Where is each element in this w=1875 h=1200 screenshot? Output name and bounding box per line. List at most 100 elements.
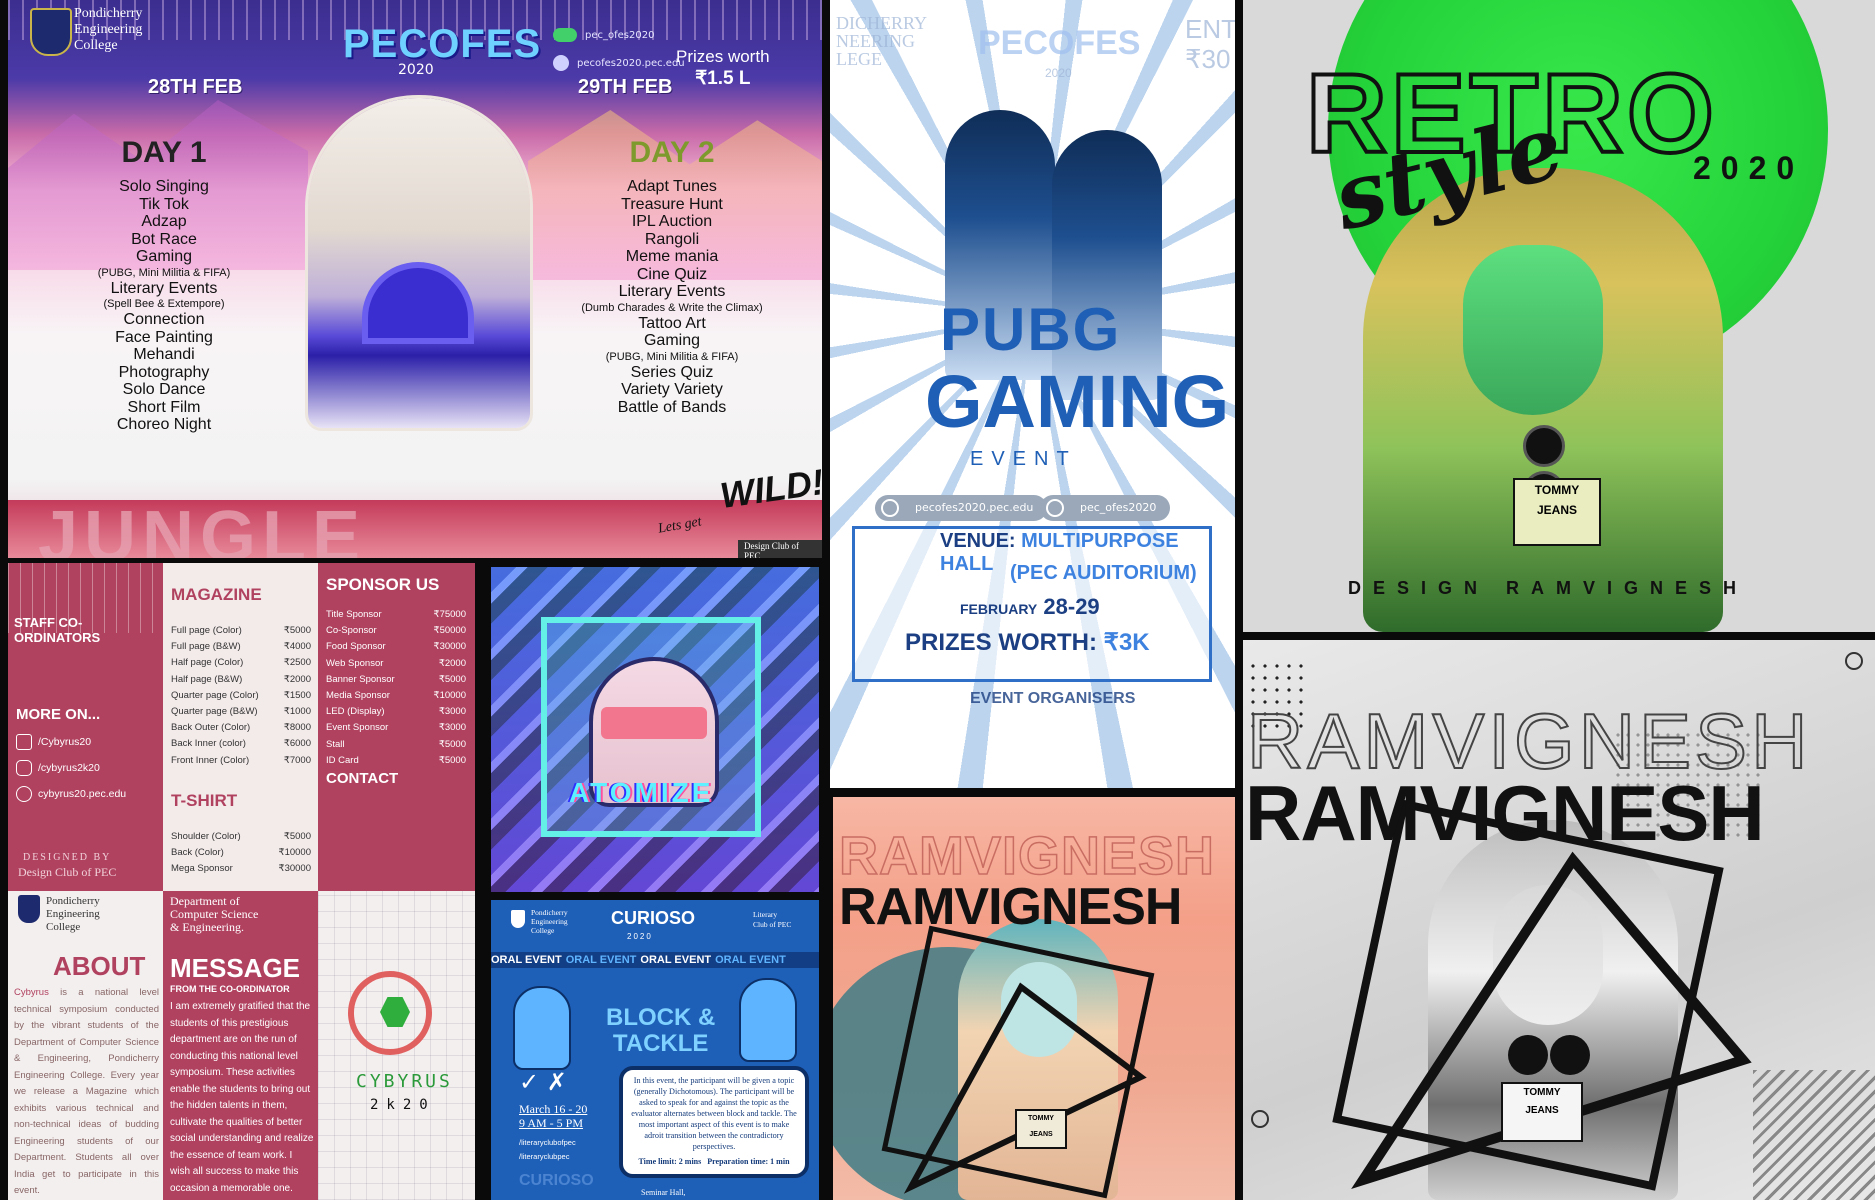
name-solid: RAMVIGNESH [1245, 768, 1764, 859]
message-heading: MESSAGE [170, 953, 300, 984]
tshirt-price-list: Shoulder (Color) ₹5000 Back (Color) ₹10000 M… [171, 829, 311, 878]
price-row: Back Inner (color) ₹6000 [171, 736, 311, 752]
event: Battle of Bands [552, 399, 792, 417]
price-item: Back Outer (Color) [171, 720, 250, 736]
price-item: Banner Sponsor [326, 672, 395, 688]
atomize-title: ATOMIZE [569, 777, 713, 809]
price-row: Banner Sponsor ₹5000 [326, 672, 466, 688]
price-row: ID Card ₹5000 [326, 753, 466, 769]
price-row: Media Sponsor ₹10000 [326, 688, 466, 704]
about-body: Cybyrus is a national level technical sy… [14, 985, 159, 1200]
event-date: March 16 - 20 9 AM - 5 PM [519, 1102, 587, 1130]
center-illustration [308, 98, 530, 428]
circle-shape [1251, 1110, 1269, 1128]
price-item: Back (Color) [171, 845, 224, 861]
price-item: Shoulder (Color) [171, 829, 241, 845]
club-handles: /literaryclubofpec/literaryclubpec [519, 1136, 576, 1164]
cybyrus-year: 2k20 [370, 1097, 436, 1113]
price-row: Front Inner (Color) ₹7000 [171, 753, 311, 769]
website-pill: pecofes2020.pec.edu [875, 495, 1047, 521]
price-value: ₹5000 [439, 672, 466, 688]
price-row: Food Sponsor ₹30000 [326, 639, 466, 655]
ghost-logo: CURIOSO [519, 1172, 594, 1190]
designed-by: DESIGNED BY Design Club of PEC [18, 851, 116, 881]
oral-event-banner: ORAL EVENT ORAL EVENT ORAL EVENT ORAL EVENT [491, 952, 819, 968]
event: Tik Tok [44, 196, 284, 214]
event: Bot Race [44, 231, 284, 249]
price-row: Shoulder (Color) ₹5000 [171, 829, 311, 845]
event: Solo Dance [44, 381, 284, 399]
headphones-icon [1508, 1035, 1592, 1079]
block-tackle-title: BLOCK & TACKLE [606, 1005, 715, 1057]
price-item: Event Sponsor [326, 720, 388, 736]
price-value: ₹5000 [284, 623, 311, 639]
event: Choreo Night [44, 416, 284, 434]
staff-coordinators-heading: STAFF CO-ORDINATORS [14, 615, 134, 645]
curioso-year: 2020 [627, 932, 653, 941]
figure-face [1463, 245, 1603, 415]
ghost-prize-text: ENT ₹30 [1185, 14, 1235, 74]
event: Tattoo Art [552, 315, 792, 333]
price-value: ₹75000 [434, 607, 466, 623]
event-description-bubble: In this event, the participant will be g… [619, 1066, 809, 1178]
ghost-college-text: DICHERRY NEERING LEGE [836, 14, 927, 68]
curioso-poster: Pondicherry Engineering College CURIOSO 20… [491, 900, 819, 1200]
price-row: Quarter page (B&W) ₹1000 [171, 704, 311, 720]
tommy-jeans-label: TOMMY JEANS [1513, 478, 1601, 546]
pubg-pecofes-logo: PECOFES [978, 24, 1140, 63]
globe-icon [16, 786, 32, 802]
jungle-word: JUNGLE [38, 496, 366, 558]
college-name: Pondicherry Engineering College [46, 895, 100, 934]
event: Series Quiz [552, 364, 792, 382]
venue-text: Seminar Hall, [641, 1188, 685, 1197]
pecofes-poster: Pondicherry Engineering College PECOFES … [8, 0, 822, 558]
event: Short Film [44, 399, 284, 417]
event: IPL Auction [552, 213, 792, 231]
price-row: Mega Sponsor ₹30000 [171, 861, 311, 877]
name-solid: RAMVIGNESH [839, 877, 1181, 937]
left-column: STAFF CO-ORDINATORS MORE ON... /Cybyrus2… [8, 563, 163, 891]
cybyrus-logo-icon [348, 971, 432, 1055]
venue-sub: (PEC AUDITORIUM) [1010, 562, 1197, 585]
magazine-price-list: Full page (Color) ₹5000 Full page (B&W) ₹40… [171, 623, 311, 769]
price-row: Title Sponsor ₹75000 [326, 607, 466, 623]
price-value: ₹5000 [439, 753, 466, 769]
retro-style-poster: RETRO style 2020 TOMMY JEANS DESIGN RAMVI… [1243, 0, 1875, 632]
price-row: Full page (Color) ₹5000 [171, 623, 311, 639]
pubg-poster: DICHERRY NEERING LEGE ENT ₹30 PECOFES 20… [830, 0, 1235, 788]
event: Gaming [44, 248, 284, 266]
more-on-heading: MORE ON... [16, 706, 100, 723]
magazine-heading: MAGAZINE [171, 585, 262, 605]
price-row: Web Sponsor ₹2000 [326, 656, 466, 672]
price-item: Quarter page (Color) [171, 688, 259, 704]
price-item: Front Inner (Color) [171, 753, 249, 769]
brand-column: CYBYRUS 2k20 [318, 891, 475, 1200]
price-row: Half page (B&W) ₹2000 [171, 672, 311, 688]
price-value: ₹1000 [284, 704, 311, 720]
price-value: ₹2000 [439, 656, 466, 672]
price-value: ₹2000 [284, 672, 311, 688]
tommy-jeans-label: TOMMY JEANS [1501, 1082, 1583, 1142]
sponsor-heading: SPONSOR US [326, 575, 439, 595]
price-row: LED (Display) ₹3000 [326, 704, 466, 720]
price-value: ₹30000 [279, 861, 311, 877]
price-item: Half page (Color) [171, 655, 243, 671]
event: Gaming [552, 332, 792, 350]
event: Treasure Hunt [552, 196, 792, 214]
speaker-figure-left [513, 986, 571, 1070]
price-value: ₹50000 [434, 623, 466, 639]
cybyrus-brand: CYBYRUS [356, 1071, 453, 1092]
event-note: (Dumb Charades & Write the Climax) [552, 301, 792, 315]
facebook-link[interactable]: /Cybyrus20 [16, 729, 126, 755]
price-row: Co-Sponsor ₹50000 [326, 623, 466, 639]
instagram-link[interactable]: /cybyrus2k20 [16, 755, 126, 781]
circle-shape [1845, 652, 1863, 670]
price-value: ₹3000 [439, 704, 466, 720]
link-list: /Cybyrus20 /cybyrus2k20 cybyrus20.pec.ed… [16, 729, 126, 807]
price-item: Media Sponsor [326, 688, 390, 704]
price-item: Back Inner (color) [171, 736, 246, 752]
brochure-inner-page: Pondicherry Engineering College ABOUT Cyby… [8, 891, 475, 1200]
price-item: ID Card [326, 753, 359, 769]
middle-column: MAGAZINE Full page (Color) ₹5000 Full page… [163, 563, 318, 891]
website-link[interactable]: cybyrus20.pec.edu [16, 781, 126, 807]
